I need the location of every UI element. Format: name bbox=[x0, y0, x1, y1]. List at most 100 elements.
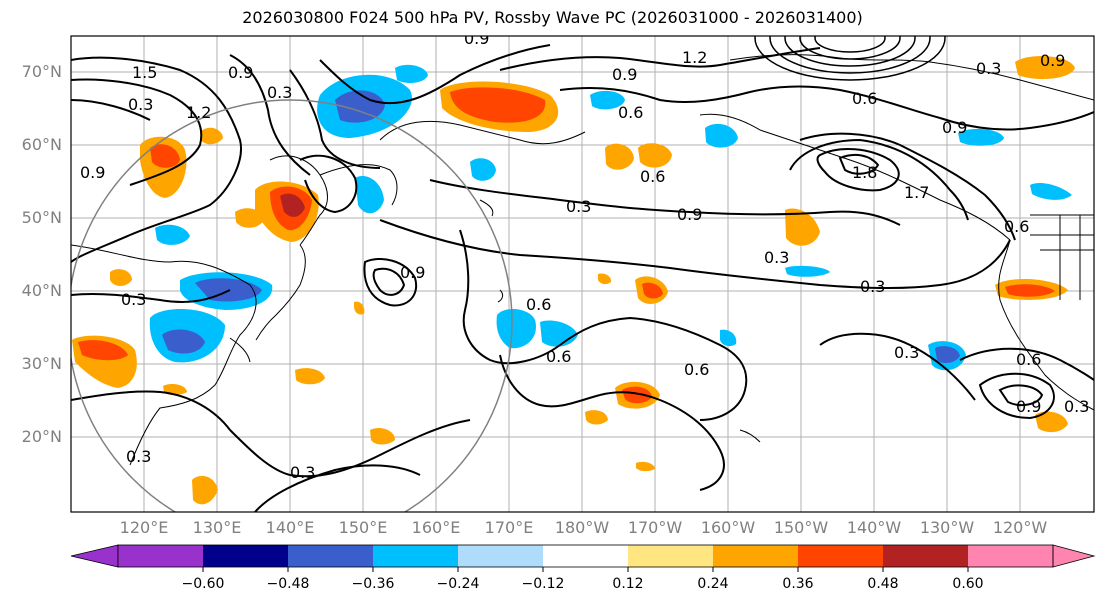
contour-label: 0.9 bbox=[677, 205, 702, 224]
contour-label: 0.9 bbox=[228, 63, 253, 82]
colorbar-segment bbox=[203, 545, 288, 567]
negative-anomaly-patch bbox=[395, 64, 428, 83]
lat-label: 60°N bbox=[21, 135, 62, 154]
colorbar-segment bbox=[713, 545, 798, 567]
positive-anomaly-patch bbox=[163, 384, 187, 395]
lat-label: 20°N bbox=[21, 427, 62, 446]
positive-anomaly-patch bbox=[78, 340, 128, 361]
lat-label: 30°N bbox=[21, 354, 62, 373]
colorbar-tick-label: 0.48 bbox=[867, 576, 899, 592]
contour-label: 0.3 bbox=[1064, 397, 1089, 416]
lat-label: 70°N bbox=[21, 62, 62, 81]
contour-label: 0.3 bbox=[126, 447, 151, 466]
contour-label: 1.7 bbox=[904, 183, 929, 202]
lon-label: 170°W bbox=[627, 518, 683, 537]
contour-label: 0.6 bbox=[640, 167, 665, 186]
negative-anomaly-patch bbox=[590, 90, 625, 110]
positive-anomaly-patch bbox=[450, 87, 546, 123]
positive-anomaly-patch bbox=[370, 428, 395, 445]
negative-anomaly-patch bbox=[355, 176, 384, 214]
colorbar-segment bbox=[373, 545, 458, 567]
positive-anomaly-patch bbox=[150, 144, 180, 168]
positive-anomaly-patch bbox=[1035, 411, 1068, 433]
contour-label: 0.3 bbox=[290, 463, 315, 482]
negative-anomaly-patch bbox=[705, 123, 738, 148]
lat-label: 40°N bbox=[21, 281, 62, 300]
lon-label: 140°W bbox=[846, 518, 902, 537]
negative-anomaly-patch bbox=[598, 273, 612, 285]
positive-anomaly-patch bbox=[605, 143, 634, 170]
colorbar-segment bbox=[458, 545, 543, 567]
lon-label: 160°W bbox=[700, 518, 756, 537]
contour-label: 0.6 bbox=[1016, 350, 1041, 369]
colorbar bbox=[70, 544, 1096, 572]
contour-label: 0.3 bbox=[860, 277, 885, 296]
colorbar-segment bbox=[968, 545, 1053, 567]
colorbar-tick-label: −0.60 bbox=[181, 576, 225, 592]
lon-label: 150°W bbox=[773, 518, 829, 537]
contour-label: 0.3 bbox=[128, 95, 153, 114]
contour-label: 0.3 bbox=[894, 343, 919, 362]
colorbar-tick-label: 0.24 bbox=[697, 576, 729, 592]
lon-label: 170°E bbox=[484, 518, 534, 537]
positive-anomaly-patch bbox=[638, 143, 672, 168]
contour-label: 0.6 bbox=[526, 295, 551, 314]
colorbar-tick-label: −0.48 bbox=[266, 576, 310, 592]
lat-label: 50°N bbox=[21, 208, 62, 227]
negative-anomaly-patch bbox=[958, 128, 1004, 146]
contour-label: 0.9 bbox=[942, 118, 967, 137]
positive-anomaly-patch bbox=[1015, 56, 1075, 80]
positive-anomaly-patch bbox=[642, 282, 663, 299]
contour-label: 0.3 bbox=[976, 59, 1001, 78]
contour-label: 0.3 bbox=[764, 248, 789, 267]
lon-label: 120°W bbox=[992, 518, 1048, 537]
contour-label: 1.8 bbox=[852, 163, 877, 182]
positive-anomaly-patch bbox=[200, 127, 223, 145]
map-frame bbox=[70, 35, 1095, 513]
colorbar-tick-label: −0.24 bbox=[436, 576, 480, 592]
colorbar-frame bbox=[117, 544, 1054, 568]
lon-label: 160°E bbox=[411, 518, 461, 537]
pv-anomaly-patches bbox=[72, 56, 1075, 505]
colorbar-min-arrow bbox=[70, 544, 119, 568]
positive-anomaly-patch bbox=[110, 269, 132, 286]
contour-label: 0.3 bbox=[566, 197, 591, 216]
colorbar-tick-label: 0.12 bbox=[612, 576, 644, 592]
contour-label: 0.9 bbox=[400, 263, 425, 282]
contour-label: 1.2 bbox=[682, 48, 707, 67]
negative-anomaly-patch bbox=[935, 346, 960, 364]
negative-anomaly-patch bbox=[155, 224, 190, 245]
contour-label: 1.5 bbox=[132, 63, 157, 82]
contour-label: 0.9 bbox=[612, 65, 637, 84]
colorbar-tick-label: −0.36 bbox=[351, 576, 395, 592]
lon-label: 120°E bbox=[119, 518, 169, 537]
colorbar-tick-label: −0.12 bbox=[521, 576, 565, 592]
positive-anomaly-patch bbox=[585, 410, 608, 425]
colorbar-segment bbox=[543, 545, 628, 567]
contour-label: 0.9 bbox=[464, 29, 489, 48]
positive-anomaly-patch bbox=[354, 301, 365, 315]
positive-anomaly-patch bbox=[636, 461, 655, 472]
colorbar-max-arrow bbox=[1052, 544, 1096, 568]
negative-anomaly-patch bbox=[162, 329, 205, 354]
positive-anomaly-patch bbox=[622, 386, 652, 404]
colorbar-segment bbox=[628, 545, 713, 567]
contour-label: 0.3 bbox=[121, 290, 146, 309]
negative-anomaly-patch bbox=[720, 329, 737, 347]
contour-label: 0.6 bbox=[852, 89, 877, 108]
contour-label: 0.3 bbox=[267, 83, 292, 102]
positive-anomaly-patch bbox=[1005, 284, 1055, 297]
positive-anomaly-patch bbox=[785, 208, 820, 246]
negative-anomaly-patch bbox=[1030, 183, 1072, 200]
coastlines bbox=[71, 54, 1094, 466]
contour-label-group: 0.9 1.2 0.9 0.3 1.5 0.3 1.2 0.9 0.6 0.9 … bbox=[80, 29, 1089, 482]
negative-anomaly-patch bbox=[496, 308, 536, 349]
colorbar-segment bbox=[118, 545, 203, 567]
contour-label: 0.6 bbox=[546, 347, 571, 366]
contour-label: 1.2 bbox=[186, 103, 211, 122]
lon-label: 130°E bbox=[192, 518, 242, 537]
pv-contours bbox=[71, 44, 1094, 512]
negative-anomaly-patch bbox=[540, 320, 578, 347]
colorbar-tick-label: 0.36 bbox=[782, 576, 814, 592]
